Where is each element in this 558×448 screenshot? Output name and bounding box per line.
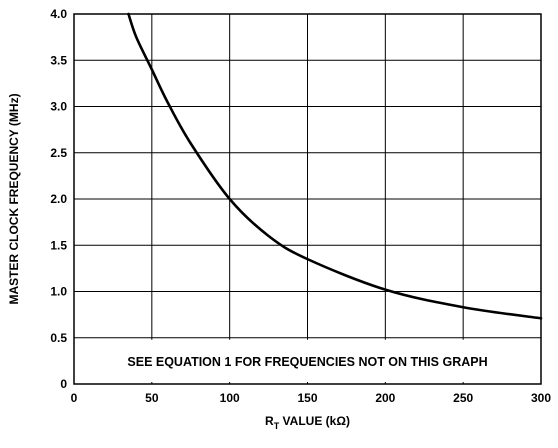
y-tick-label: 2.5 — [50, 146, 67, 160]
x-tick-label: 100 — [220, 391, 240, 405]
annotation-text: SEE EQUATION 1 FOR FREQUENCIES NOT ON TH… — [127, 355, 487, 369]
y-tick-label: 1.0 — [50, 285, 67, 299]
x-axis-title-main: R — [265, 414, 274, 428]
y-axis-title: MASTER CLOCK FREQUENCY (MHz) — [7, 93, 21, 304]
x-axis-title-subscript: T — [274, 421, 280, 431]
y-tick-label: 0 — [60, 377, 67, 391]
x-axis-ticks: 0 50 100 150 200 250 300 — [71, 391, 552, 405]
x-tick-label: 200 — [375, 391, 395, 405]
x-tick-label: 300 — [531, 391, 551, 405]
y-tick-label: 0.5 — [50, 331, 67, 345]
x-axis-title-rest: VALUE (kΩ) — [279, 414, 350, 428]
plot-frame — [73, 13, 542, 385]
annotation-box — [76, 339, 539, 382]
y-tick-label: 3.0 — [50, 100, 67, 114]
x-axis-title: RT VALUE (kΩ) — [265, 414, 350, 431]
y-tick-label: 2.0 — [50, 192, 67, 206]
x-tick-label: 150 — [297, 391, 317, 405]
y-axis-ticks: 0 0.5 1.0 1.5 2.0 2.5 3.0 3.5 4.0 — [50, 7, 67, 391]
y-tick-label: 4.0 — [50, 7, 67, 21]
y-tick-label: 3.5 — [50, 53, 67, 67]
x-tick-label: 50 — [145, 391, 159, 405]
x-tick-label: 250 — [453, 391, 473, 405]
series-line — [127, 12, 543, 320]
x-tick-label: 0 — [71, 391, 78, 405]
y-tick-label: 1.5 — [50, 238, 67, 252]
grid-lines — [74, 14, 541, 384]
